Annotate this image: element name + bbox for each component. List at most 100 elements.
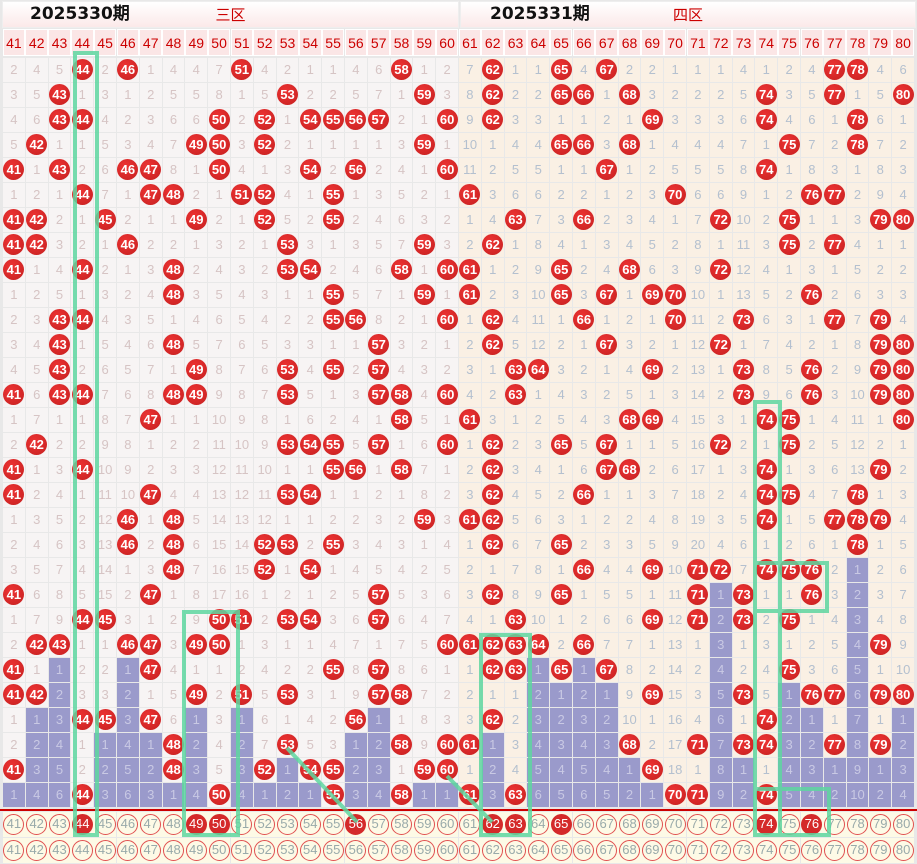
column-header-62[interactable]: 62 xyxy=(481,29,505,56)
column-header-65[interactable]: 65 xyxy=(549,29,573,56)
column-header-55[interactable]: 55 xyxy=(321,29,345,56)
column-header-78[interactable]: 78 xyxy=(846,29,869,56)
pick-ball-42[interactable]: 42 xyxy=(25,838,49,863)
column-header-77[interactable]: 77 xyxy=(823,29,847,56)
pick-ball-76[interactable]: 76 xyxy=(800,838,824,863)
pick-ball-68[interactable]: 68 xyxy=(618,838,641,863)
pick-ball-52[interactable]: 52 xyxy=(253,838,277,863)
column-header-76[interactable]: 76 xyxy=(800,29,824,56)
column-header-70[interactable]: 70 xyxy=(663,29,687,56)
column-header-47[interactable]: 47 xyxy=(139,29,163,56)
draw-select-ball-47[interactable]: 47 xyxy=(139,812,163,837)
column-header-48[interactable]: 48 xyxy=(162,29,185,56)
pick-ball-44[interactable]: 44 xyxy=(70,838,94,863)
draw-select-ball-73[interactable]: 73 xyxy=(732,812,755,837)
pick-ball-72[interactable]: 72 xyxy=(709,838,733,863)
draw-select-ball-45[interactable]: 45 xyxy=(93,812,117,837)
draw-select-ball-72[interactable]: 72 xyxy=(709,812,733,837)
column-header-57[interactable]: 57 xyxy=(367,29,391,56)
draw-select-ball-41[interactable]: 41 xyxy=(2,812,26,837)
pick-ball-59[interactable]: 59 xyxy=(412,838,436,863)
draw-select-ball-58[interactable]: 58 xyxy=(390,812,413,837)
pick-ball-53[interactable]: 53 xyxy=(276,838,299,863)
pick-ball-80[interactable]: 80 xyxy=(891,838,915,863)
draw-select-ball-53[interactable]: 53 xyxy=(276,812,299,837)
pick-ball-71[interactable]: 71 xyxy=(686,838,710,863)
column-header-45[interactable]: 45 xyxy=(93,29,117,56)
pick-ball-77[interactable]: 77 xyxy=(823,838,847,863)
draw-select-ball-56[interactable]: 56 xyxy=(344,812,368,837)
draw-select-ball-68[interactable]: 68 xyxy=(618,812,641,837)
draw-select-ball-63[interactable]: 63 xyxy=(504,812,527,837)
draw-select-ball-75[interactable]: 75 xyxy=(777,812,801,837)
column-header-61[interactable]: 61 xyxy=(458,29,482,56)
column-header-67[interactable]: 67 xyxy=(595,29,619,56)
pick-ball-45[interactable]: 45 xyxy=(93,838,117,863)
pick-ball-79[interactable]: 79 xyxy=(868,838,892,863)
pick-ball-50[interactable]: 50 xyxy=(207,838,231,863)
pick-ball-56[interactable]: 56 xyxy=(344,838,368,863)
pick-ball-54[interactable]: 54 xyxy=(298,838,322,863)
pick-ball-75[interactable]: 75 xyxy=(777,838,801,863)
draw-select-ball-76[interactable]: 76 xyxy=(800,812,824,837)
pick-ball-74[interactable]: 74 xyxy=(754,838,778,863)
draw-select-ball-69[interactable]: 69 xyxy=(640,812,664,837)
pick-ball-70[interactable]: 70 xyxy=(663,838,687,863)
pick-ball-64[interactable]: 64 xyxy=(526,838,550,863)
draw-select-ball-60[interactable]: 60 xyxy=(435,812,459,837)
column-header-50[interactable]: 50 xyxy=(207,29,231,56)
draw-select-ball-48[interactable]: 48 xyxy=(162,812,185,837)
pick-ball-41[interactable]: 41 xyxy=(2,838,26,863)
draw-select-ball-70[interactable]: 70 xyxy=(663,812,687,837)
column-header-71[interactable]: 71 xyxy=(686,29,710,56)
pick-ball-49[interactable]: 49 xyxy=(184,838,208,863)
column-header-80[interactable]: 80 xyxy=(891,29,915,56)
column-header-54[interactable]: 54 xyxy=(298,29,322,56)
draw-select-ball-59[interactable]: 59 xyxy=(412,812,436,837)
column-header-74[interactable]: 74 xyxy=(754,29,778,56)
column-header-79[interactable]: 79 xyxy=(868,29,892,56)
column-header-53[interactable]: 53 xyxy=(276,29,299,56)
draw-select-ball-66[interactable]: 66 xyxy=(572,812,596,837)
column-header-64[interactable]: 64 xyxy=(526,29,550,56)
pick-ball-47[interactable]: 47 xyxy=(139,838,163,863)
column-header-41[interactable]: 41 xyxy=(2,29,26,56)
pick-ball-63[interactable]: 63 xyxy=(504,838,527,863)
column-header-59[interactable]: 59 xyxy=(412,29,436,56)
pick-ball-78[interactable]: 78 xyxy=(846,838,869,863)
draw-select-ball-62[interactable]: 62 xyxy=(481,812,505,837)
draw-select-ball-54[interactable]: 54 xyxy=(298,812,322,837)
pick-ball-60[interactable]: 60 xyxy=(435,838,459,863)
draw-select-ball-49[interactable]: 49 xyxy=(184,812,208,837)
draw-select-ball-46[interactable]: 46 xyxy=(116,812,140,837)
pick-ball-55[interactable]: 55 xyxy=(321,838,345,863)
column-header-43[interactable]: 43 xyxy=(48,29,71,56)
column-header-49[interactable]: 49 xyxy=(184,29,208,56)
draw-select-ball-64[interactable]: 64 xyxy=(526,812,550,837)
pick-ball-65[interactable]: 65 xyxy=(549,838,573,863)
draw-select-ball-71[interactable]: 71 xyxy=(686,812,710,837)
column-header-75[interactable]: 75 xyxy=(777,29,801,56)
pick-ball-51[interactable]: 51 xyxy=(230,838,254,863)
draw-select-ball-80[interactable]: 80 xyxy=(891,812,915,837)
draw-select-ball-65[interactable]: 65 xyxy=(549,812,573,837)
draw-select-ball-44[interactable]: 44 xyxy=(70,812,94,837)
draw-select-ball-79[interactable]: 79 xyxy=(868,812,892,837)
column-header-42[interactable]: 42 xyxy=(25,29,49,56)
draw-select-ball-43[interactable]: 43 xyxy=(48,812,71,837)
draw-select-ball-67[interactable]: 67 xyxy=(595,812,619,837)
pick-ball-73[interactable]: 73 xyxy=(732,838,755,863)
pick-ball-62[interactable]: 62 xyxy=(481,838,505,863)
column-header-73[interactable]: 73 xyxy=(732,29,755,56)
draw-select-ball-77[interactable]: 77 xyxy=(823,812,847,837)
pick-ball-67[interactable]: 67 xyxy=(595,838,619,863)
draw-select-ball-55[interactable]: 55 xyxy=(321,812,345,837)
draw-select-ball-74[interactable]: 74 xyxy=(754,812,778,837)
draw-select-ball-50[interactable]: 50 xyxy=(207,812,231,837)
column-header-46[interactable]: 46 xyxy=(116,29,140,56)
column-header-69[interactable]: 69 xyxy=(640,29,664,56)
draw-select-ball-42[interactable]: 42 xyxy=(25,812,49,837)
column-header-51[interactable]: 51 xyxy=(230,29,254,56)
pick-ball-57[interactable]: 57 xyxy=(367,838,391,863)
pick-ball-46[interactable]: 46 xyxy=(116,838,140,863)
